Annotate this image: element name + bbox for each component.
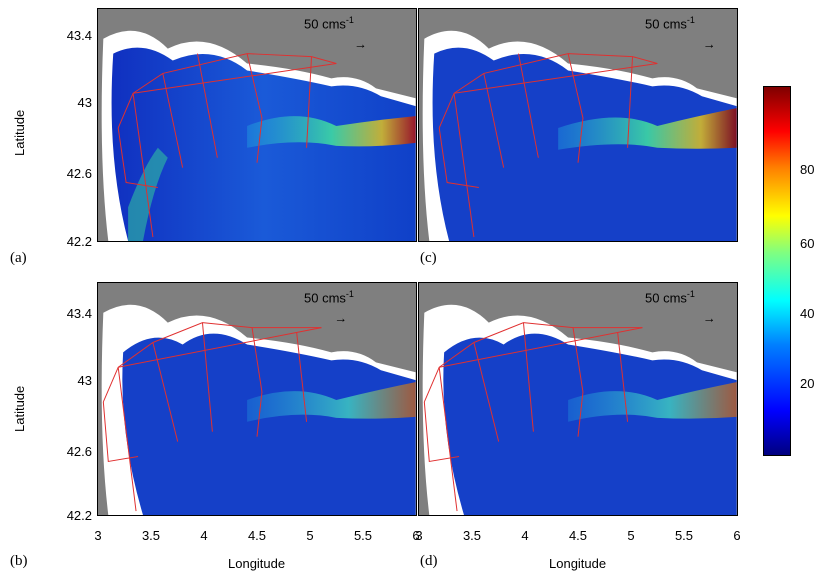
x-tick-left-4: 4 [200,528,208,543]
x-tick-left-5-5: 5.5 [353,528,373,543]
x-tick-right-3: 3 [415,528,423,543]
y-tick-top-42-6: 42.6 [66,166,92,181]
panel-b-map: → 50 cms-1 [97,282,417,516]
scale-label-a: 50 cms-1 [304,15,354,32]
y-tick-bot-42-6: 42.6 [66,444,92,459]
y-axis-title-top: Latitude [12,109,27,156]
scale-label-c: 50 cms-1 [645,15,695,32]
svg-text:→: → [703,37,716,52]
svg-text:→: → [354,37,367,52]
panel-c-map: → 50 cms-1 [418,8,738,242]
panel-b-field: → [101,304,416,515]
scale-label-d: 50 cms-1 [645,289,695,306]
svg-text:→: → [703,311,716,326]
y-axis-title-bottom: Latitude [12,385,27,432]
x-axis-title-left: Longitude [228,556,286,571]
scale-label-b: 50 cms-1 [304,289,354,306]
x-tick-left-5: 5 [306,528,314,543]
panel-letter-d: (d) [420,553,438,569]
svg-text:→: → [334,311,347,326]
y-tick-bot-42-2: 42.2 [66,508,92,523]
x-tick-left-3-5: 3.5 [141,528,161,543]
panel-a-map: → 50 cms-1 [97,8,417,242]
panel-c-field: → [422,30,737,241]
panel-a-field: → [101,30,416,241]
colorbar-tick-20: 20 [800,376,815,391]
x-tick-right-5: 5 [627,528,635,543]
y-tick-top-43-4: 43.4 [66,28,92,43]
panel-d-field: → [422,304,737,515]
x-tick-left-3: 3 [94,528,102,543]
panel-letter-a: (a) [10,250,27,266]
x-axis-title-right: Longitude [549,556,607,571]
panel-d-map: → 50 cms-1 [418,282,738,516]
x-tick-left-6: 6 [412,528,420,543]
colorbar-tick-40: 40 [800,306,815,321]
x-tick-right-4: 4 [521,528,529,543]
panel-letter-b: (b) [10,553,28,569]
x-tick-right-6: 6 [733,528,741,543]
x-tick-left-4-5: 4.5 [247,528,267,543]
y-tick-top-42-2: 42.2 [66,234,92,249]
y-tick-bot-43-4: 43.4 [66,306,92,321]
panel-letter-c: (c) [420,250,437,266]
y-tick-bot-43: 43 [77,373,92,388]
x-tick-right-3-5: 3.5 [462,528,482,543]
x-tick-right-5-5: 5.5 [674,528,694,543]
y-tick-top-43: 43 [77,95,92,110]
colorbar-tick-60: 60 [800,236,815,251]
colorbar-tick-80: 80 [800,162,815,177]
x-tick-right-4-5: 4.5 [568,528,588,543]
colorbar [763,86,791,456]
